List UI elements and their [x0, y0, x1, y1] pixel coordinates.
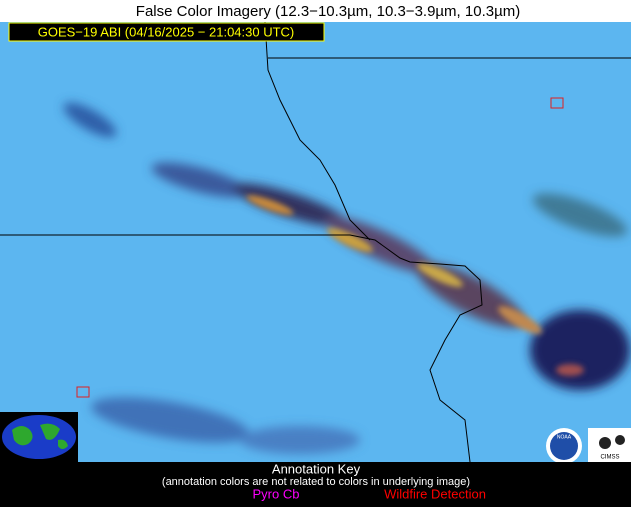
key-note: (annotation colors are not related to co… — [162, 476, 470, 488]
wildfire-marker — [76, 386, 90, 398]
timestamp-box — [8, 22, 325, 42]
cimss-text: CIMSS — [600, 455, 619, 461]
wildfire-marker — [550, 97, 564, 109]
title: False Color Imagery (12.3−10.3µm, 10.3−3… — [136, 3, 520, 20]
key-title: Annotation Key — [272, 461, 361, 476]
borders — [0, 21, 631, 463]
timestamp: GOES−19 ABI (04/16/2025 − 21:04:30 UTC) — [38, 24, 295, 39]
continents — [12, 423, 68, 449]
cimss-figure — [615, 435, 625, 445]
globe — [2, 415, 76, 459]
noaa-text: NOAA — [557, 434, 572, 440]
key-wildfire: Wildfire Detection — [384, 486, 486, 501]
noaa-logo-inner — [550, 432, 578, 460]
pyro-plume — [246, 195, 584, 376]
title-band — [0, 0, 631, 22]
imagery — [0, 22, 631, 462]
annotation-key — [0, 462, 631, 507]
cimss-figure — [599, 437, 611, 449]
key-pyro-cb: Pyro Cb — [253, 486, 300, 501]
